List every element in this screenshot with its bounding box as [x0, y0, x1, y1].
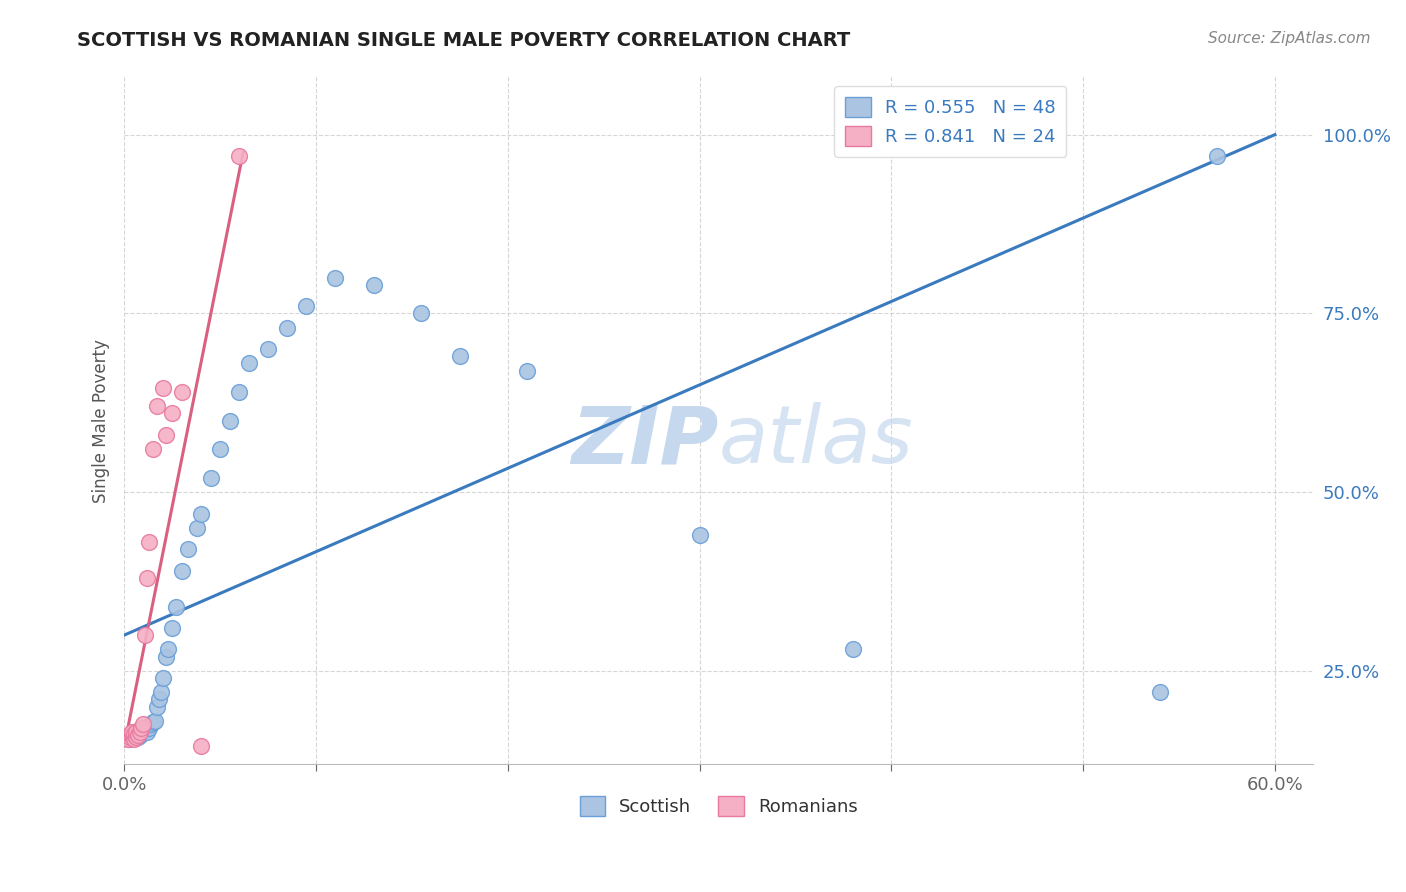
Point	[125, 724, 148, 739]
Point	[228, 384, 250, 399]
Point	[155, 428, 177, 442]
Point	[136, 720, 159, 734]
Point	[186, 521, 208, 535]
Point	[132, 724, 155, 739]
Text: Source: ZipAtlas.com: Source: ZipAtlas.com	[1208, 31, 1371, 46]
Point	[190, 739, 212, 753]
Point	[160, 407, 183, 421]
Point	[152, 381, 174, 395]
Point	[122, 730, 145, 744]
Y-axis label: Single Male Poverty: Single Male Poverty	[93, 339, 110, 502]
Point	[218, 414, 240, 428]
Point	[136, 724, 159, 739]
Point	[152, 671, 174, 685]
Point	[170, 564, 193, 578]
Point	[121, 728, 143, 742]
Point	[170, 384, 193, 399]
Point	[122, 731, 145, 746]
Point	[257, 342, 280, 356]
Text: SCOTTISH VS ROMANIAN SINGLE MALE POVERTY CORRELATION CHART: SCOTTISH VS ROMANIAN SINGLE MALE POVERTY…	[77, 31, 851, 50]
Point	[131, 721, 153, 735]
Point	[238, 356, 260, 370]
Point	[118, 731, 141, 746]
Point	[131, 727, 153, 741]
Point	[411, 306, 433, 320]
Point	[132, 717, 155, 731]
Point	[134, 628, 156, 642]
Point	[449, 349, 471, 363]
Point	[165, 599, 187, 614]
Point	[160, 621, 183, 635]
Point	[516, 363, 538, 377]
Point	[1149, 685, 1171, 699]
Point	[127, 728, 149, 742]
Point	[148, 692, 170, 706]
Point	[228, 149, 250, 163]
Point	[146, 400, 169, 414]
Legend: Scottish, Romanians: Scottish, Romanians	[572, 789, 865, 823]
Point	[155, 649, 177, 664]
Point	[142, 442, 165, 457]
Point	[142, 715, 165, 730]
Point	[125, 727, 148, 741]
Point	[122, 727, 145, 741]
Point	[125, 730, 148, 744]
Point	[121, 724, 143, 739]
Point	[157, 642, 180, 657]
Point	[125, 724, 148, 739]
Point	[127, 730, 149, 744]
Point	[209, 442, 232, 457]
Point	[121, 728, 143, 742]
Point	[139, 717, 162, 731]
Point	[200, 471, 222, 485]
Point	[128, 724, 150, 739]
Point	[363, 277, 385, 292]
Point	[132, 723, 155, 737]
Point	[176, 542, 198, 557]
Text: atlas: atlas	[718, 402, 914, 480]
Text: ZIP: ZIP	[571, 402, 718, 480]
Point	[138, 721, 160, 735]
Point	[143, 714, 166, 728]
Point	[276, 320, 298, 334]
Point	[127, 727, 149, 741]
Point	[118, 727, 141, 741]
Point	[138, 535, 160, 549]
Point	[146, 699, 169, 714]
Point	[323, 270, 346, 285]
Point	[134, 721, 156, 735]
Point	[149, 685, 172, 699]
Point	[1206, 149, 1229, 163]
Point	[117, 731, 139, 746]
Point	[689, 528, 711, 542]
Point	[190, 507, 212, 521]
Point	[128, 728, 150, 742]
Point	[136, 571, 159, 585]
Point	[118, 730, 141, 744]
Point	[128, 724, 150, 739]
Point	[295, 299, 318, 313]
Point	[842, 642, 865, 657]
